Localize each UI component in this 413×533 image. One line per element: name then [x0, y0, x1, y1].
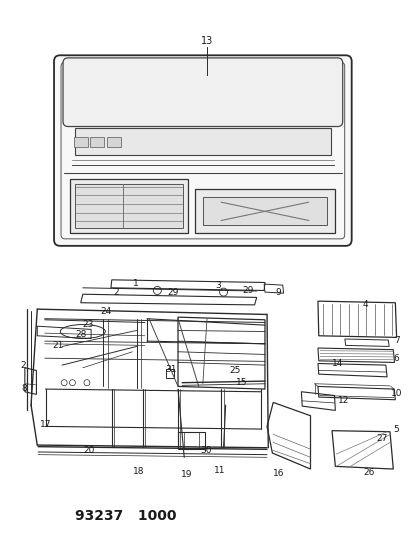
- Text: 9: 9: [275, 288, 280, 296]
- Bar: [75, 183, 183, 229]
- Text: 29: 29: [241, 286, 253, 295]
- FancyBboxPatch shape: [63, 58, 342, 126]
- Text: 15: 15: [236, 378, 247, 387]
- Bar: [107, 137, 121, 147]
- Text: 1: 1: [133, 279, 138, 288]
- Text: 19: 19: [180, 470, 192, 479]
- Text: 29: 29: [167, 288, 178, 296]
- Text: 16: 16: [272, 469, 283, 478]
- Text: 17: 17: [40, 420, 51, 429]
- Text: 5: 5: [393, 425, 399, 433]
- Text: 20: 20: [83, 446, 95, 455]
- Bar: [202, 197, 327, 225]
- Text: 18: 18: [133, 467, 144, 476]
- Text: 25: 25: [229, 366, 240, 375]
- Text: 24: 24: [100, 308, 111, 316]
- Text: 3: 3: [215, 281, 221, 289]
- Bar: [70, 179, 188, 233]
- Text: 13: 13: [200, 36, 213, 46]
- Bar: [90, 137, 104, 147]
- Text: 14: 14: [331, 359, 342, 368]
- Text: 2: 2: [20, 361, 26, 369]
- Text: 27: 27: [375, 434, 387, 442]
- Text: 10: 10: [390, 389, 401, 398]
- Text: 26: 26: [363, 468, 374, 477]
- Text: 31: 31: [164, 365, 176, 374]
- Text: 8: 8: [21, 384, 27, 392]
- Text: 4: 4: [361, 301, 367, 309]
- Text: 11: 11: [213, 466, 225, 474]
- Bar: [75, 128, 330, 155]
- Text: 93237   1000: 93237 1000: [74, 509, 176, 523]
- Text: 21: 21: [52, 341, 64, 350]
- Text: 6: 6: [393, 354, 399, 362]
- Text: 30: 30: [199, 446, 211, 455]
- Bar: [194, 189, 335, 233]
- Text: 7: 7: [393, 336, 399, 344]
- Text: 12: 12: [337, 397, 349, 405]
- Bar: [74, 137, 88, 147]
- Text: 28: 28: [75, 330, 86, 339]
- Text: 2: 2: [113, 288, 119, 296]
- Text: 23: 23: [82, 320, 94, 328]
- FancyBboxPatch shape: [54, 55, 351, 246]
